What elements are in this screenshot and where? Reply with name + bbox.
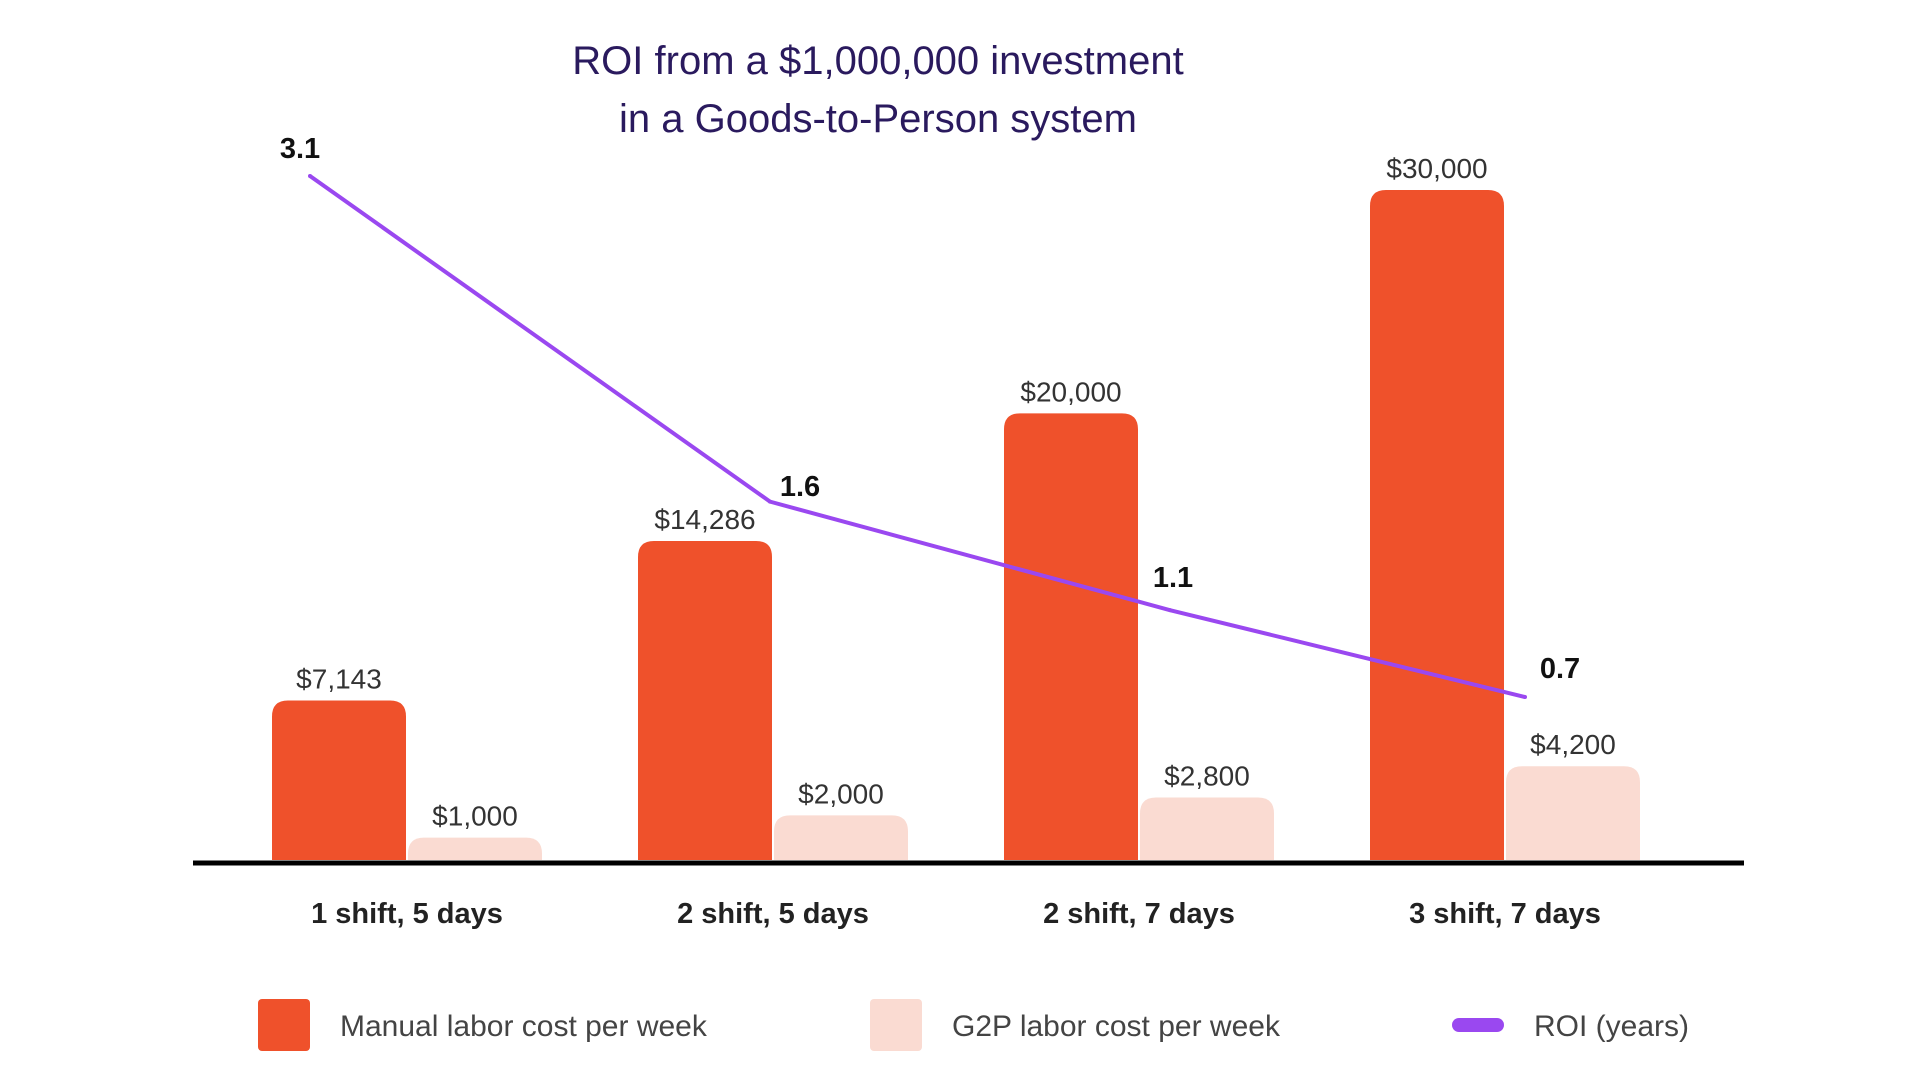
roi-line-layer [308,174,1527,699]
manual-bar-2 [638,540,772,860]
bars-layer [272,190,1640,860]
legend-swatch-g2p [870,999,922,1051]
g2p-value-label-4: $4,200 [1530,729,1616,760]
roi-value-label-2: 1.6 [780,471,820,503]
category-label-3: 2 shift, 7 days [1043,898,1235,930]
g2p-value-label-1: $1,000 [432,801,518,832]
g2p-value-label-2: $2,000 [798,778,884,809]
manual-bar-4 [1370,190,1504,860]
roi-value-label-1: 3.1 [280,133,320,165]
roi-value-label-3: 1.1 [1153,562,1193,594]
g2p-bar-1 [408,837,542,860]
category-label-1: 1 shift, 5 days [311,898,503,930]
manual-bar-3 [1004,413,1138,860]
legend-swatch-roi [1452,1018,1504,1032]
manual-value-label-4: $30,000 [1386,153,1487,184]
roi-point-1 [308,174,312,178]
g2p-value-label-3: $2,800 [1164,760,1250,791]
manual-bar-1 [272,700,406,860]
chart-subtitle: in a Goods-to-Person system [619,97,1137,141]
manual-value-label-3: $20,000 [1020,376,1121,407]
g2p-bar-2 [774,815,908,860]
legend-label-g2p: G2P labor cost per week [952,1010,1281,1043]
g2p-bar-3 [1140,797,1274,860]
category-label-4: 3 shift, 7 days [1409,898,1601,930]
legend: Manual labor cost per week G2P labor cost… [258,999,1689,1051]
legend-label-roi: ROI (years) [1534,1010,1689,1043]
manual-value-label-2: $14,286 [654,504,755,535]
roi-point-3 [1168,608,1172,613]
labels-layer: $7,143 $1,000 1 shift, 5 days $14,286 $2,000… [280,133,1616,930]
roi-value-label-4: 0.7 [1540,653,1580,685]
legend-swatch-manual [258,999,310,1051]
roi-point-4 [1523,695,1527,699]
roi-point-2 [768,499,772,504]
legend-label-manual: Manual labor cost per week [340,1010,708,1043]
category-label-2: 2 shift, 5 days [677,898,869,930]
roi-line [308,174,1526,699]
g2p-bar-4 [1506,766,1640,860]
manual-value-label-1: $7,143 [296,663,382,694]
chart-title: ROI from a $1,000,000 investment [572,39,1183,83]
